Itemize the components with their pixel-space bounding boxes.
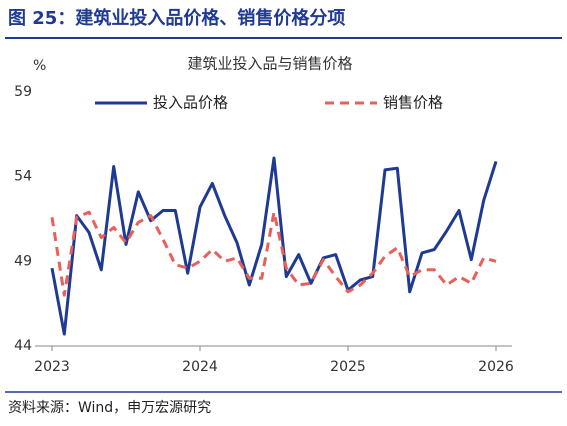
x-tick-label: 2026 [478, 359, 514, 375]
y-tick-label: 54 [14, 169, 32, 185]
y-axis-label: % [33, 58, 46, 74]
y-tick-label: 44 [14, 338, 32, 354]
y-tick-label: 49 [14, 253, 32, 269]
x-tick-label: 2024 [182, 359, 218, 375]
source-note: 资料来源：Wind，申万宏源研究 [8, 400, 211, 416]
legend-label: 销售价格 [383, 94, 443, 112]
legend-label: 投入品价格 [153, 94, 228, 112]
chart-title: 建筑业投入品与销售价格 [187, 55, 352, 73]
y-tick-label: 59 [14, 84, 32, 100]
x-tick-label: 2025 [330, 359, 366, 375]
series-line [50, 210, 497, 297]
figure-title: 图 25：建筑业投入品价格、销售价格分项 [8, 7, 345, 29]
x-tick-label: 2023 [34, 359, 70, 375]
series-line [50, 156, 498, 336]
